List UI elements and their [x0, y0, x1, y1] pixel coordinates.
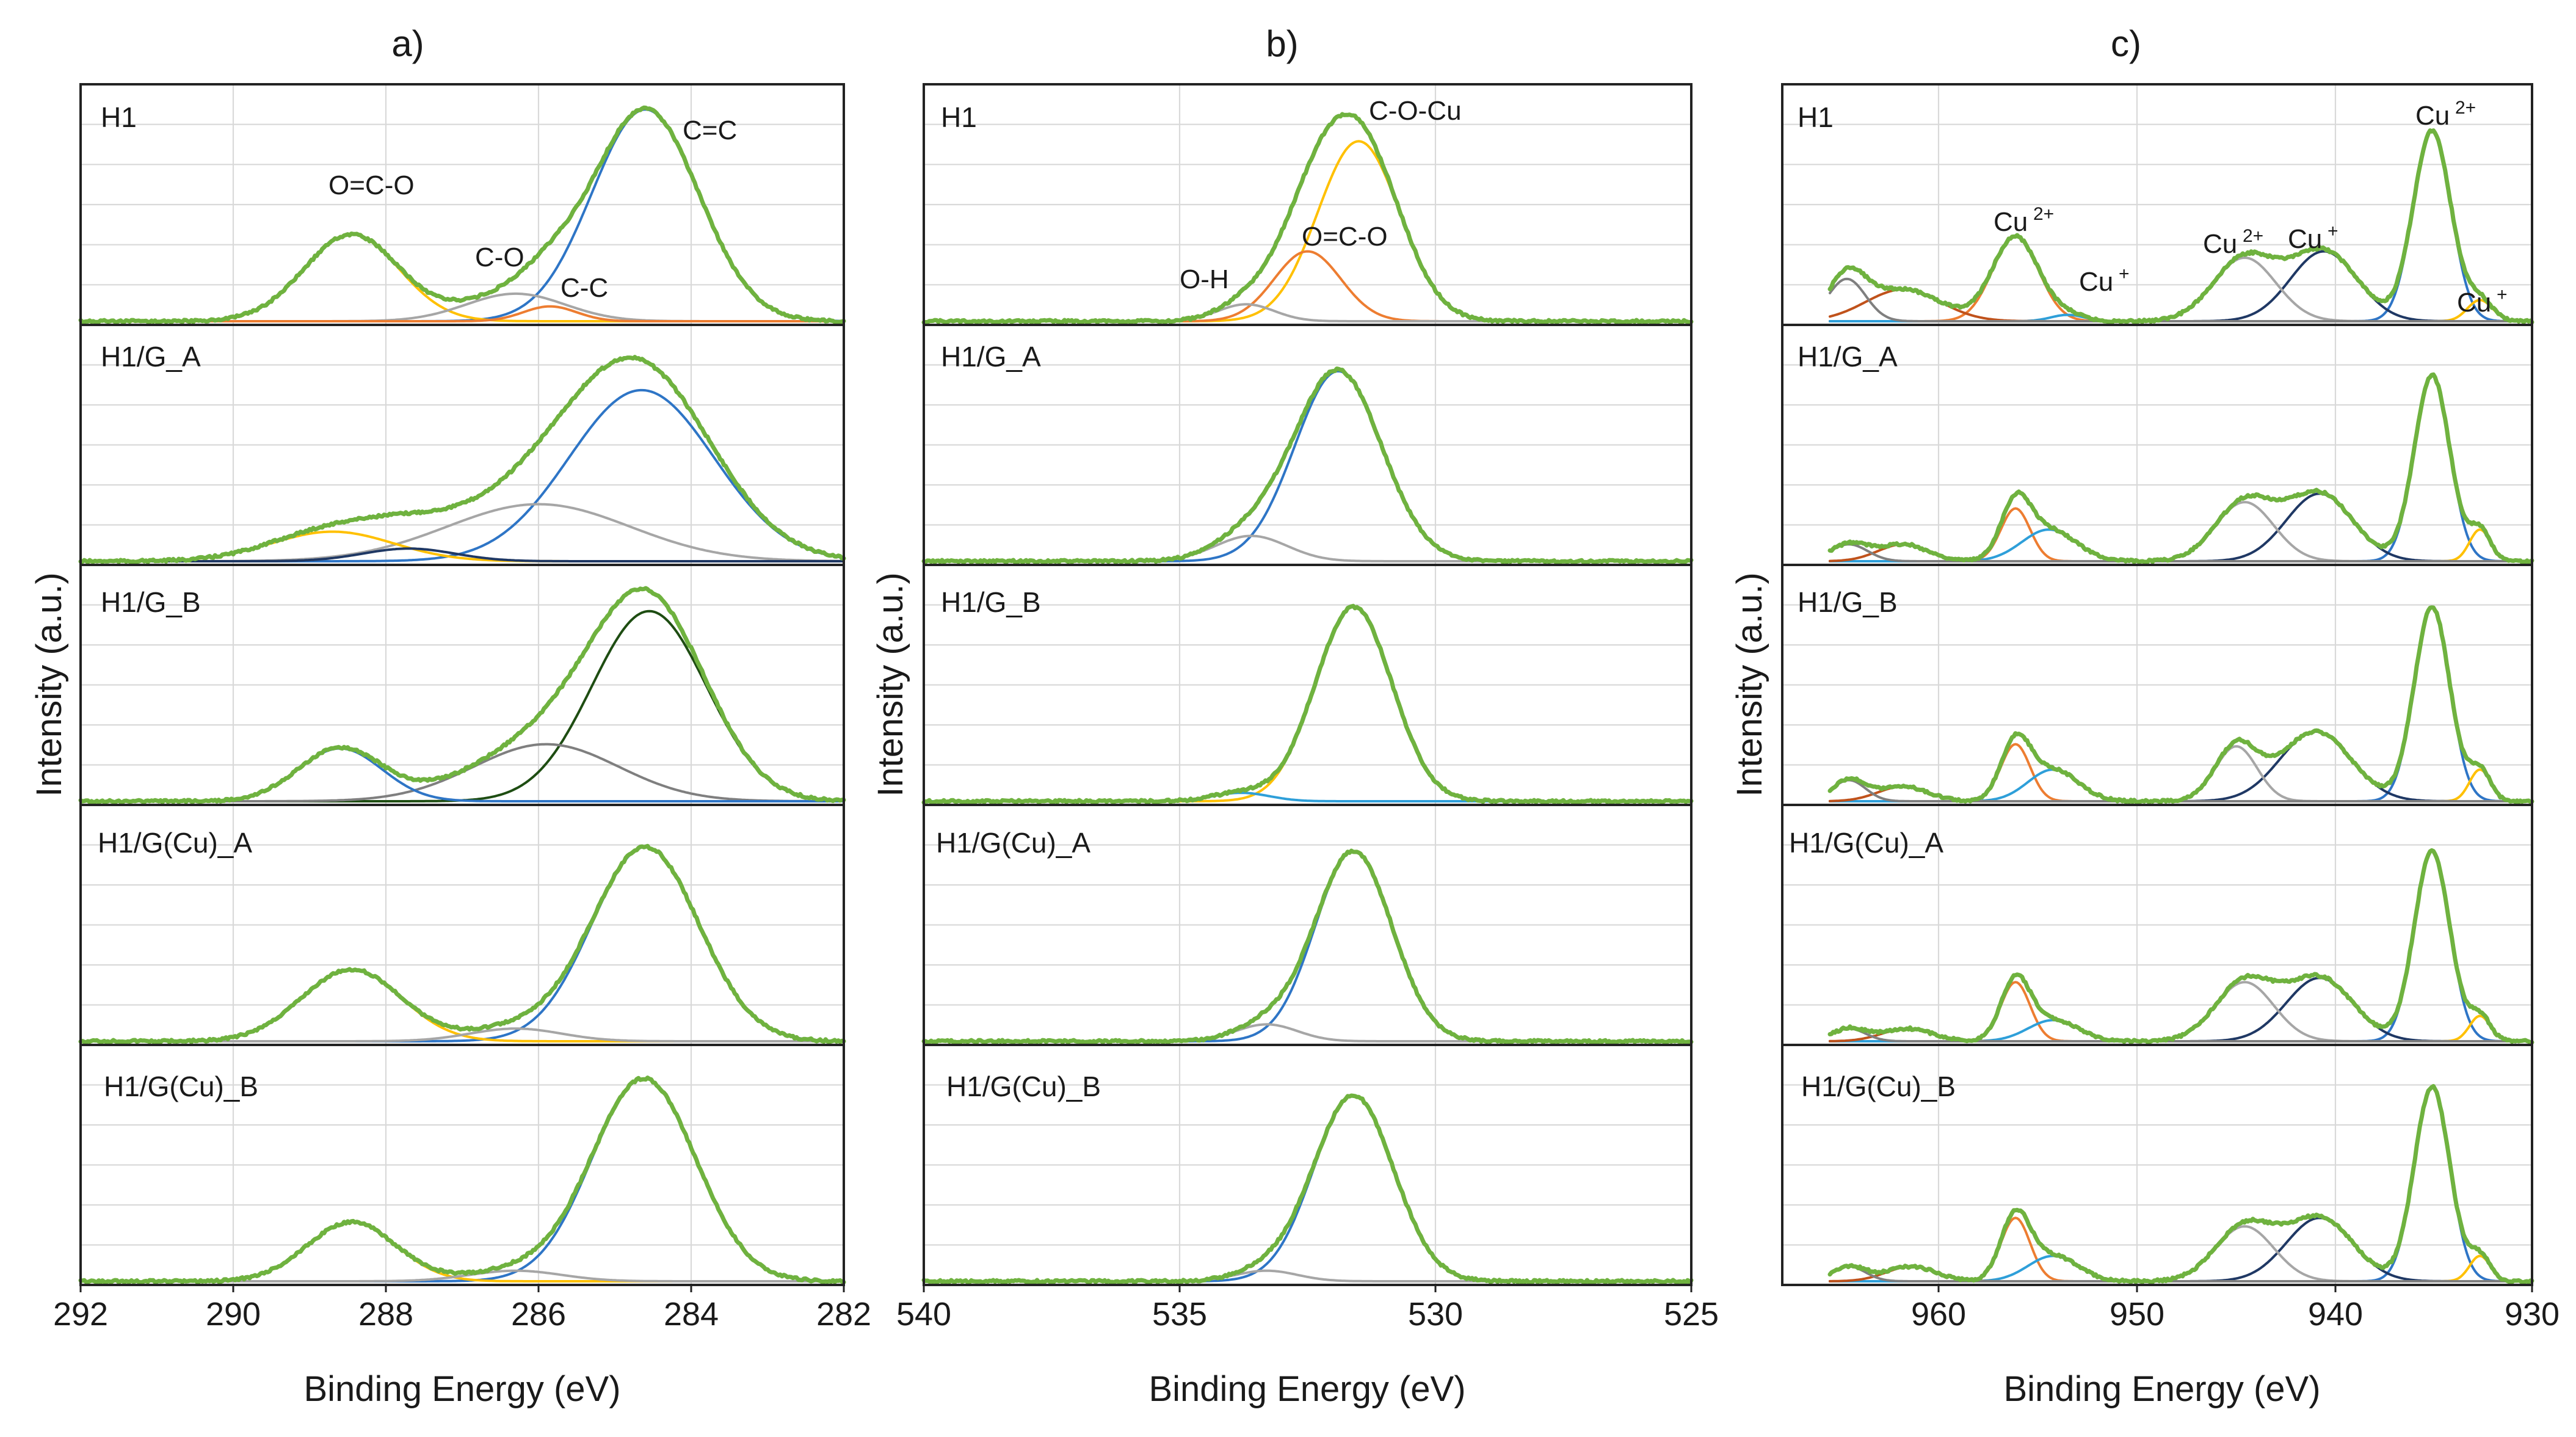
annotation-cu-label: Cu: [2415, 101, 2450, 131]
y-axis-label-a: Intensity (a.u.): [29, 572, 69, 796]
envelope-line: [1827, 372, 2534, 565]
annotation-cu-label: Cu: [1994, 207, 2028, 237]
panel-b-grid: [923, 84, 1693, 1285]
envelope-line: [78, 355, 846, 565]
panel-c: c) 960 950 940 930 H1 H1/G_A H1/G_B H1/G(Cu…: [1781, 23, 2560, 1409]
y-axis-label-b: Intensity (a.u.): [871, 572, 910, 796]
annotation-cu-superscript: 2+: [2033, 204, 2054, 224]
panel-c-subplot-label: H1/G(Cu)_A: [1789, 827, 1943, 859]
annotation-cu-label: Cu: [2457, 288, 2491, 318]
panel-a-subplot-label: H1/G(Cu)_B: [104, 1071, 258, 1102]
x-tick-label: 950: [2110, 1296, 2164, 1333]
panel-b-curves: [921, 112, 1694, 1285]
panel-a: a) 292 290 288 286 284 282 H1 H1/G_A H1/G_B H…: [53, 23, 871, 1409]
x-tick-label: 940: [2308, 1296, 2363, 1333]
envelope-line: [921, 112, 1694, 325]
envelope-line: [921, 848, 1694, 1045]
envelope-line: [78, 1075, 846, 1285]
annotation-cu-label: Cu: [2203, 229, 2237, 259]
x-tick-label: 930: [2505, 1296, 2560, 1333]
annotation-cu-superscript: +: [2327, 221, 2338, 241]
annotation-cu1-sat: Cu +: [2288, 221, 2338, 254]
panel-c-subplot-label: H1/G_B: [1798, 586, 1898, 618]
annotation-cu2-2p12: Cu 2+: [1994, 204, 2054, 237]
panel-a-subplot-label: H1: [101, 101, 137, 133]
panel-a-frame: [79, 83, 845, 1286]
panel-a-ticks: 292 290 288 286 284 282: [53, 1285, 871, 1333]
x-tick-label: 290: [206, 1296, 261, 1333]
fit-component-line: [1829, 277, 2533, 322]
panel-a-subplot-label: H1/G(Cu)_A: [98, 827, 252, 859]
annotation-cu-superscript: +: [2497, 285, 2508, 305]
panel-a-x-axis-label: Binding Energy (eV): [303, 1369, 620, 1409]
envelope-line: [78, 105, 846, 325]
panel-b-subplot-label: H1/G(Cu)_B: [946, 1071, 1101, 1102]
x-tick-label: 292: [53, 1296, 108, 1333]
annotation-cu1-2p12: Cu +: [2079, 264, 2130, 297]
panel-c-subplot-label: H1/G_A: [1798, 341, 1898, 373]
panel-c-subplot-label: H1/G(Cu)_B: [1801, 1071, 1956, 1102]
annotation-o-c-o-b: O=C-O: [1302, 222, 1388, 252]
envelope-line: [78, 586, 846, 805]
annotation-cu2-sat: Cu 2+: [2203, 226, 2263, 259]
annotation-o-h: O-H: [1180, 264, 1229, 294]
envelope-line: [1827, 848, 2534, 1045]
panel-c-frame: [1781, 83, 2533, 1286]
x-tick-label: 282: [816, 1296, 871, 1333]
envelope-line: [1827, 605, 2534, 805]
annotation-cu1-peak: Cu +: [2457, 285, 2508, 318]
x-tick-label: 540: [896, 1296, 951, 1333]
panel-c-title: c): [2111, 23, 2141, 64]
annotation-o-c-o: O=C-O: [328, 170, 415, 200]
panel-b-subplot-label: H1/G_B: [941, 586, 1041, 618]
annotation-cu-superscript: 2+: [2243, 226, 2263, 246]
panel-c-x-axis-label: Binding Energy (eV): [2003, 1369, 2320, 1409]
annotation-c-o-cu: C-O-Cu: [1369, 96, 1462, 126]
annotation-cu-label: Cu: [2288, 224, 2322, 254]
annotation-cu-superscript: +: [2119, 264, 2130, 284]
annotation-cu-superscript: 2+: [2455, 98, 2476, 118]
x-tick-label: 525: [1664, 1296, 1719, 1333]
x-tick-label: 288: [358, 1296, 413, 1333]
panel-b-subplot-label: H1/G_A: [941, 341, 1041, 373]
envelope-line: [1827, 128, 2534, 325]
x-tick-label: 284: [664, 1296, 719, 1333]
panel-a-title: a): [391, 23, 424, 64]
fit-component-line: [1829, 1265, 2533, 1282]
panel-c-curves: [1827, 128, 2534, 1285]
panel-c-subplot-label: H1: [1798, 101, 1834, 133]
panel-a-subplot-label: H1/G_A: [101, 341, 201, 373]
x-tick-label: 960: [1911, 1296, 1966, 1333]
panel-c-grid: [1782, 84, 2533, 1285]
envelope-line: [921, 1093, 1694, 1285]
fit-component-line: [1829, 543, 2533, 562]
fit-component-line: [79, 547, 845, 562]
panel-b: b) 540 535 530 525 H1 H1/G_A H1/G_B H1/G(Cu…: [896, 23, 1719, 1409]
envelope-line: [78, 843, 846, 1045]
envelope-line: [1827, 1084, 2534, 1285]
annotation-c-c: C-C: [561, 273, 608, 303]
panel-b-subplot-label: H1/G(Cu)_A: [936, 827, 1090, 859]
panel-b-title: b): [1266, 23, 1298, 64]
panel-b-ticks: 540 535 530 525: [896, 1285, 1719, 1333]
panel-a-subplot-label: H1/G_B: [101, 586, 201, 618]
annotation-cu-label: Cu: [2079, 267, 2113, 297]
annotation-cu2-peak: Cu 2+: [2415, 98, 2476, 131]
x-tick-label: 535: [1152, 1296, 1207, 1333]
panel-b-frame: [923, 83, 1693, 1286]
x-tick-label: 530: [1408, 1296, 1463, 1333]
y-axis-label-c: Intensity (a.u.): [1730, 572, 1769, 796]
annotation-c-o: C-O: [475, 242, 524, 272]
envelope-line: [921, 603, 1694, 805]
fit-component-line: [1829, 1027, 2533, 1042]
envelope-line: [921, 366, 1694, 565]
panel-c-ticks: 960 950 940 930: [1911, 1285, 2560, 1333]
x-tick-label: 286: [511, 1296, 566, 1333]
panel-b-x-axis-label: Binding Energy (eV): [1148, 1369, 1465, 1409]
panel-a-curves: [78, 105, 846, 1285]
annotation-c-c-double: C=C: [683, 115, 737, 145]
panel-b-subplot-label: H1: [941, 101, 977, 133]
